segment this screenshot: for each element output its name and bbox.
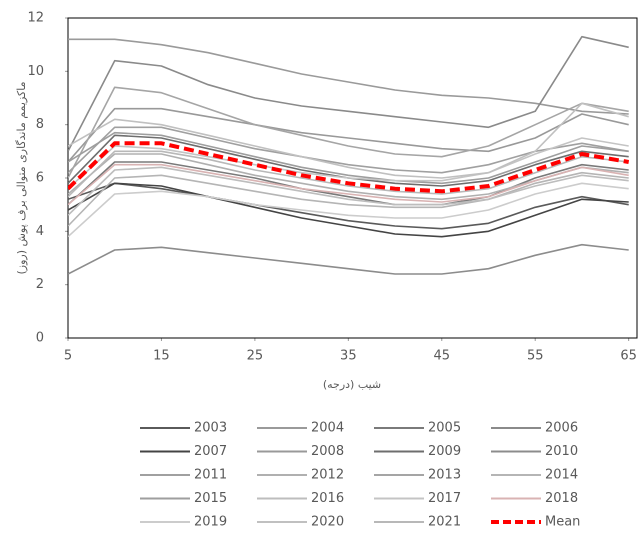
legend-label: 2020 <box>311 515 344 530</box>
legend-label: 2014 <box>545 468 578 483</box>
legend-label: 2006 <box>545 421 578 436</box>
y-tick-label: 4 <box>36 224 44 239</box>
legend-label: 2004 <box>311 421 344 436</box>
x-tick-label: 15 <box>153 349 170 364</box>
legend-label: 2010 <box>545 444 578 459</box>
y-tick-label: 10 <box>27 64 44 79</box>
series-line <box>68 183 629 228</box>
x-axis-title: شیب (درجه) <box>323 378 381 391</box>
x-tick-label: 65 <box>620 349 637 364</box>
legend-label: 2017 <box>428 491 461 506</box>
x-tick-label: 55 <box>527 349 544 364</box>
legend-label: 2009 <box>428 444 461 459</box>
legend-label: 2015 <box>194 491 227 506</box>
legend-label: Mean <box>545 515 580 530</box>
series-group <box>68 37 629 274</box>
y-tick-label: 6 <box>36 171 44 186</box>
legend-label: 2007 <box>194 444 227 459</box>
legend-label: 2008 <box>311 444 344 459</box>
x-tick-label: 25 <box>247 349 264 364</box>
y-tick-label: 12 <box>27 11 44 26</box>
legend-label: 2019 <box>194 515 227 530</box>
chart: ماکزیمم ماندگاری متوالی برف پوش (روز) شی… <box>0 0 638 537</box>
x-tick-label: 5 <box>64 349 72 364</box>
series-line <box>68 245 629 274</box>
y-axis-title: ماکزیمم ماندگاری متوالی برف پوش (روز) <box>15 81 28 274</box>
x-tick-label: 45 <box>433 349 450 364</box>
legend-label: 2003 <box>194 421 227 436</box>
legend-label: 2018 <box>545 491 578 506</box>
legend-label: 2012 <box>311 468 344 483</box>
y-tick-label: 2 <box>36 277 44 292</box>
y-tick-label: 0 <box>36 331 44 346</box>
series-line <box>68 39 629 114</box>
legend-label: 2013 <box>428 468 461 483</box>
legend-label: 2011 <box>194 468 227 483</box>
legend-label: 2016 <box>311 491 344 506</box>
legend-label: 2005 <box>428 421 461 436</box>
y-tick-label: 8 <box>36 117 44 132</box>
legend-label: 2021 <box>428 515 461 530</box>
x-tick-label: 35 <box>340 349 357 364</box>
